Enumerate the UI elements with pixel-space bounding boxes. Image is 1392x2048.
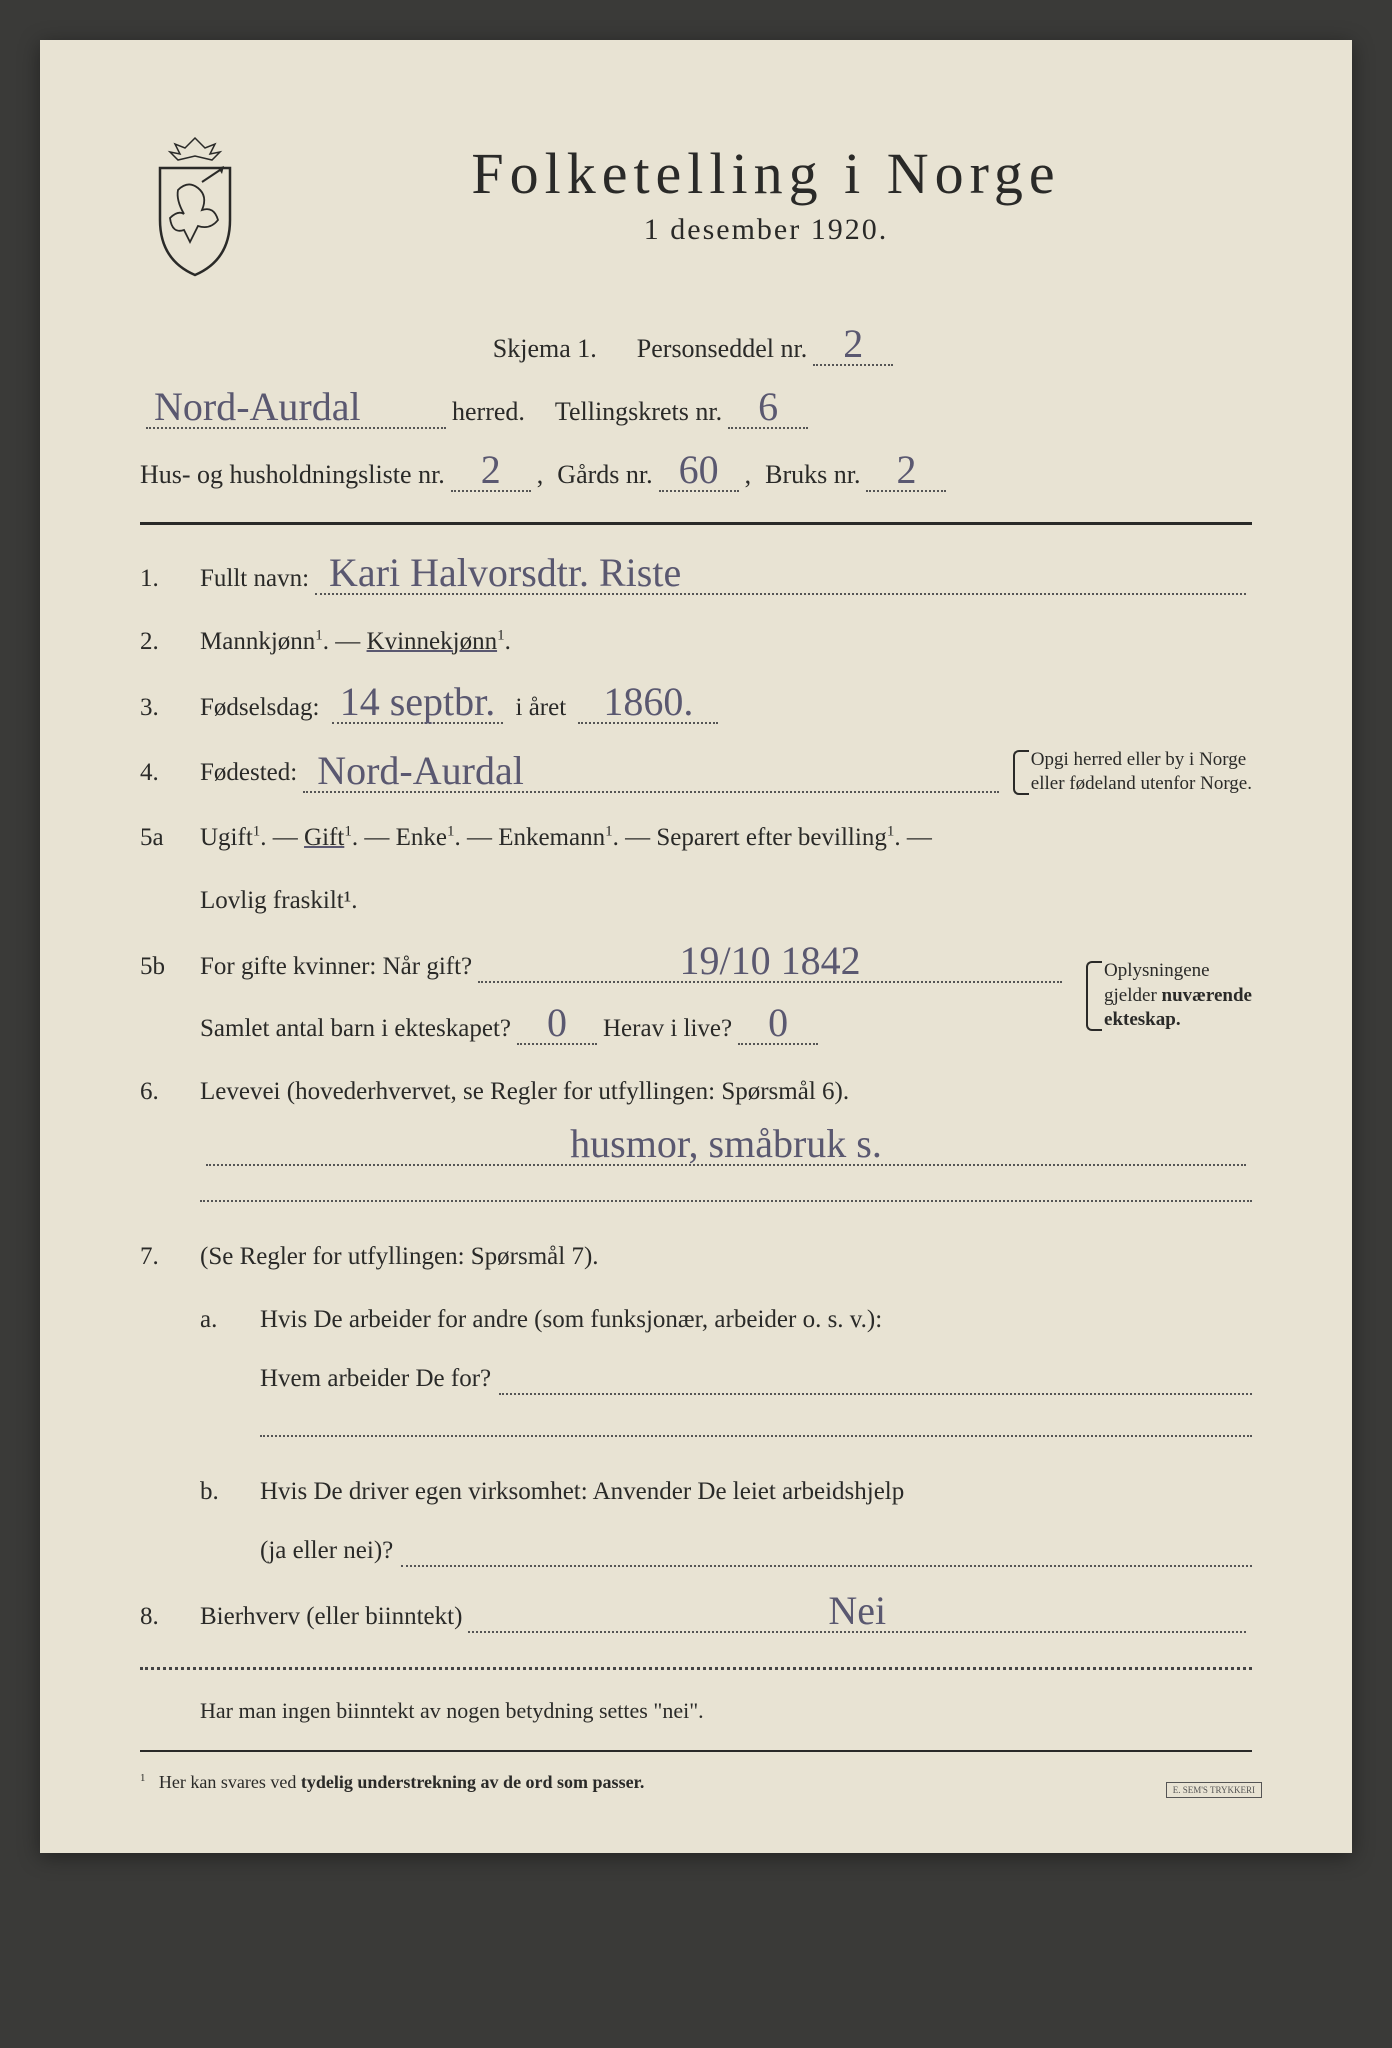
skjema-label: Skjema 1.	[493, 320, 597, 377]
gards-label: Gårds nr.	[557, 446, 652, 503]
q7b-l2: (ja eller nei)?	[260, 1528, 393, 1573]
printer-stamp: E. SEM'S TRYKKERI	[1166, 1782, 1262, 1798]
q4-value: Nord-Aurdal	[303, 751, 999, 793]
q3-label-a: Fødselsdag:	[200, 694, 319, 721]
q5a-enkemann: Enkemann	[498, 824, 605, 851]
q5b-num: 5b	[140, 944, 200, 989]
header: Folketelling i Norge 1 desember 1920.	[140, 130, 1252, 285]
bruks-label: Bruks nr.	[765, 446, 860, 503]
q7a-blank-line	[260, 1407, 1252, 1437]
q5a-fraskilt: Lovlig fraskilt¹.	[200, 887, 357, 914]
q7a-num: a.	[200, 1297, 260, 1342]
q1: 1. Fullt navn: Kari Halvorsdtr. Riste	[140, 553, 1252, 601]
line-skjema: Skjema 1. Personseddel nr. 2	[140, 320, 1252, 377]
coat-of-arms	[140, 130, 250, 285]
q8: 8. Bierhverv (eller biinntekt) Nei	[140, 1591, 1252, 1639]
q7-num: 7.	[140, 1234, 200, 1279]
q2-kvinne: Kvinnekjønn	[367, 628, 498, 655]
q5a-gift: Gift	[304, 824, 344, 851]
q4: 4. Fødested: Nord-Aurdal Opgi herred ell…	[140, 748, 1252, 797]
q5b-note-l3: ekteskap.	[1104, 1009, 1181, 1030]
q4-num: 4.	[140, 750, 200, 795]
footnote-num: 1	[140, 1772, 145, 1784]
census-form-page: Folketelling i Norge 1 desember 1920. Sk…	[40, 40, 1352, 1853]
divider-top	[140, 522, 1252, 525]
q5a-separert: Separert efter bevilling	[656, 824, 886, 851]
q6: 6. Levevei (hovederhvervet, se Regler fo…	[140, 1069, 1252, 1216]
q7a-fill	[499, 1393, 1252, 1395]
subtitle: 1 desember 1920.	[280, 213, 1252, 247]
q3: 3. Fødselsdag: 14 septbr. i året 1860.	[140, 682, 1252, 730]
q8-value: Nei	[468, 1591, 1246, 1633]
divider-bottom	[140, 1750, 1252, 1752]
q4-note-l1: Opgi herred eller by i Norge	[1031, 749, 1246, 770]
q3-num: 3.	[140, 685, 200, 730]
q5b: 5b For gifte kvinner: Når gift? 19/10 18…	[140, 941, 1252, 1051]
bruks-nr: 2	[866, 450, 946, 492]
q7-label: (Se Regler for utfyllingen: Spørsmål 7).	[200, 1234, 1252, 1279]
q2: 2. Mannkjønn1. — Kvinnekjønn1.	[140, 619, 1252, 664]
q5b-label-a: For gifte kvinner: Når gift?	[200, 944, 472, 989]
hus-nr: 2	[451, 450, 531, 492]
title-block: Folketelling i Norge 1 desember 1920.	[280, 130, 1252, 247]
q7b: b. Hvis De driver egen virksomhet: Anven…	[140, 1469, 1252, 1573]
q1-label: Fullt navn:	[200, 556, 309, 601]
q5b-value-c: 0	[738, 1003, 818, 1045]
q5b-note-l1: Oplysningene	[1104, 960, 1210, 981]
line-herred: Nord-Aurdal herred. Tellingskrets nr. 6	[140, 383, 1252, 440]
hus-label: Hus- og husholdningsliste nr.	[140, 446, 445, 503]
q2-mann: Mannkjønn	[200, 628, 315, 655]
herred-label: herred.	[452, 383, 525, 440]
q5b-value-b: 0	[517, 1003, 597, 1045]
q5b-label-c: Herav i live?	[603, 1006, 732, 1051]
main-title: Folketelling i Norge	[280, 140, 1252, 207]
q3-label-b: i året	[516, 694, 567, 721]
tellingskrets-label: Tellingskrets nr.	[555, 383, 722, 440]
footer-note: Har man ingen biinntekt av nogen betydni…	[140, 1698, 1252, 1724]
q4-note: Opgi herred eller by i Norge eller fødel…	[1013, 748, 1252, 797]
q6-value: husmor, småbruk s.	[206, 1124, 1246, 1166]
q5a-ugift: Ugift	[200, 824, 253, 851]
q4-label: Fødested:	[200, 750, 297, 795]
q5a: 5a Ugift1. — Gift1. — Enke1. — Enkemann1…	[140, 815, 1252, 923]
divider-dotted	[140, 1667, 1252, 1670]
q5b-note: Oplysningene gjelder nuværende ekteskap.	[1086, 959, 1252, 1033]
q7a-l1: Hvis De arbeider for andre (som funksjon…	[260, 1297, 1252, 1342]
q1-num: 1.	[140, 556, 200, 601]
tellingskrets-nr: 6	[728, 387, 808, 429]
q6-label: Levevei (hovederhvervet, se Regler for u…	[200, 1069, 1252, 1114]
q5a-num: 5a	[140, 815, 200, 860]
q6-num: 6.	[140, 1069, 200, 1114]
q6-blank-line	[200, 1172, 1252, 1202]
personseddel-label: Personseddel nr.	[637, 320, 807, 377]
q3-year: 1860.	[578, 682, 718, 724]
q7b-l1: Hvis De driver egen virksomhet: Anvender…	[260, 1469, 1252, 1514]
q5b-note-l2: gjelder nuværende	[1104, 985, 1252, 1006]
q2-num: 2.	[140, 619, 200, 664]
q7b-num: b.	[200, 1469, 260, 1514]
q5a-enke: Enke	[396, 824, 447, 851]
q7a: a. Hvis De arbeider for andre (som funks…	[140, 1297, 1252, 1451]
personseddel-nr: 2	[813, 324, 893, 366]
q1-value: Kari Halvorsdtr. Riste	[315, 553, 1246, 595]
q5b-value-a: 19/10 1842	[478, 941, 1062, 983]
q7b-fill	[401, 1565, 1252, 1567]
q4-note-l2: eller fødeland utenfor Norge.	[1031, 773, 1252, 794]
footnote: 1 Her kan svares ved tydelig understrekn…	[140, 1772, 1252, 1793]
gards-nr: 60	[659, 450, 739, 492]
q5a-l2: Lovlig fraskilt¹.	[200, 878, 1252, 923]
q3-day: 14 septbr.	[332, 682, 504, 724]
q7: 7. (Se Regler for utfyllingen: Spørsmål …	[140, 1234, 1252, 1279]
q8-num: 8.	[140, 1594, 200, 1639]
line-hus: Hus- og husholdningsliste nr. 2 , Gårds …	[140, 446, 1252, 503]
q7a-l2: Hvem arbeider De for?	[260, 1356, 491, 1401]
herred-value: Nord-Aurdal	[146, 387, 446, 429]
q5b-label-b: Samlet antal barn i ekteskapet?	[200, 1006, 511, 1051]
q8-label: Bierhverv (eller biinntekt)	[200, 1594, 462, 1639]
